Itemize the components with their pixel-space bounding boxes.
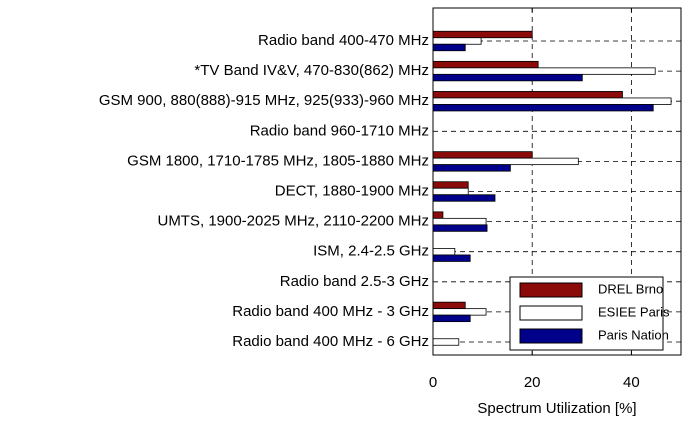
y-tick-label: UMTS, 1900-2025 MHz, 2110-2200 MHz [157, 213, 429, 230]
y-tick-label: Radio band 400 MHz - 3 GHz [232, 303, 429, 320]
x-axis-label: Spectrum Utilization [%] [477, 400, 636, 417]
bar [432, 97, 672, 105]
bar [432, 67, 656, 75]
bar [432, 91, 623, 99]
x-tick-label: 20 [524, 374, 541, 391]
legend-swatch [519, 305, 583, 321]
y-tick-label: Radio band 400-470 MHz [258, 32, 429, 49]
bar [432, 224, 488, 232]
bar [432, 217, 487, 226]
legend-label: ESIEE Paris [598, 304, 670, 319]
bar [432, 164, 511, 172]
y-tick-label: GSM 1800, 1710-1785 MHz, 1805-1880 MHz [127, 152, 429, 169]
bar [432, 43, 466, 52]
bar [432, 211, 444, 219]
y-tick-label: DECT, 1880-1900 MHz [275, 182, 429, 199]
bar [432, 314, 471, 323]
bar [432, 308, 487, 316]
legend-swatch [519, 328, 583, 344]
y-tick-label: Radio band 400 MHz - 6 GHz [232, 333, 429, 350]
bar [432, 37, 482, 45]
y-tick-label: GSM 900, 880(888)-915 MHz, 925(933)-960 … [99, 92, 429, 109]
bar [432, 248, 456, 256]
bar [432, 194, 496, 202]
bar [432, 338, 460, 346]
legend-label: DREL Brno [598, 281, 663, 296]
x-tick-label: 0 [429, 374, 437, 391]
bar [432, 30, 533, 39]
y-tick-label: Radio band 960-1710 MHz [250, 122, 429, 139]
y-tick-label: Radio band 2.5-3 GHz [280, 273, 429, 290]
legend-swatch [519, 282, 583, 298]
bar [432, 104, 654, 112]
bar [432, 254, 471, 262]
y-tick-label: *TV Band IV&V, 470-830(862) MHz [194, 62, 429, 79]
legend-label: Paris Nation [598, 327, 669, 342]
bar [432, 181, 469, 189]
bar [432, 73, 583, 82]
bar [432, 301, 466, 310]
y-tick-label: ISM, 2.4-2.5 GHz [313, 243, 429, 260]
bar [432, 60, 539, 69]
bar [432, 151, 533, 159]
x-tick-label: 40 [623, 374, 640, 391]
bar [432, 157, 579, 166]
bar [432, 187, 469, 196]
plot-frame [432, 7, 682, 356]
